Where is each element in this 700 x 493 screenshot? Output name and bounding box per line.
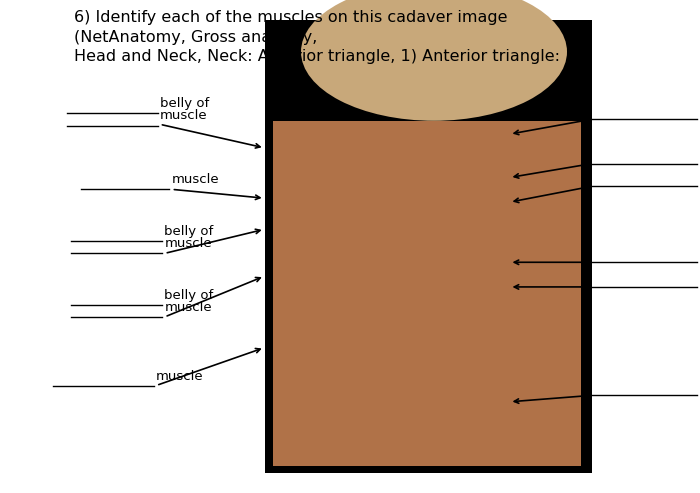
Text: 6) Identify each of the muscles on this cadaver image: 6) Identify each of the muscles on this … — [74, 10, 507, 25]
Text: muscle: muscle — [172, 174, 219, 186]
Text: belly of: belly of — [160, 98, 209, 110]
Text: belly of: belly of — [164, 289, 214, 302]
Text: muscle: muscle — [160, 109, 207, 122]
Bar — [273, 121, 581, 466]
Ellipse shape — [301, 0, 567, 121]
Text: muscle: muscle — [164, 238, 212, 250]
Text: muscle: muscle — [164, 301, 212, 314]
Text: muscle: muscle — [156, 370, 204, 383]
Text: belly of: belly of — [164, 225, 214, 238]
Text: (NetAnatomy, Gross anatomy,: (NetAnatomy, Gross anatomy, — [74, 30, 317, 44]
Text: Head and Neck, Neck: Anterior triangle, 1) Anterior triangle:: Head and Neck, Neck: Anterior triangle, … — [74, 49, 559, 64]
Bar — [265, 20, 592, 473]
